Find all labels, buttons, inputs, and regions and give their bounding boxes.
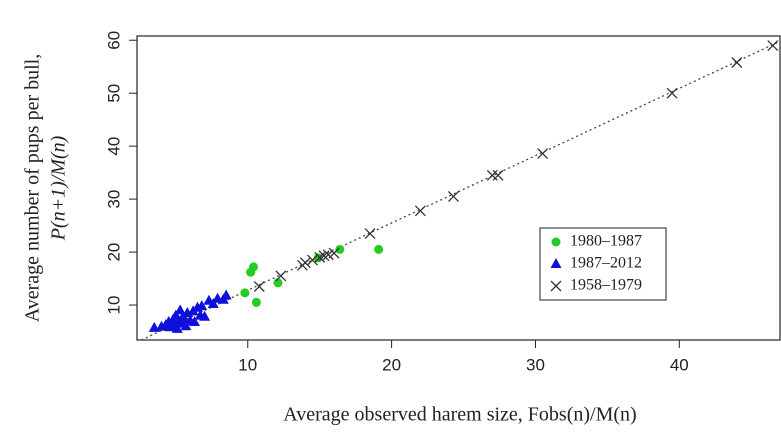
point [731, 57, 743, 68]
point [550, 280, 562, 292]
point [328, 247, 340, 259]
point [171, 322, 183, 333]
point [178, 313, 190, 324]
point [364, 228, 376, 240]
point [207, 297, 219, 308]
y-tick-label: 40 [104, 137, 123, 156]
point [251, 297, 261, 307]
point [335, 244, 345, 254]
legend-label: 1987–2012 [570, 255, 642, 272]
x-tick-label: 30 [526, 355, 545, 374]
y-tick-label: 50 [104, 84, 123, 103]
y-tick-label: 30 [104, 190, 123, 209]
point [537, 148, 549, 160]
point [164, 321, 176, 332]
point [196, 300, 208, 311]
point [189, 315, 201, 326]
point [551, 237, 561, 247]
point [448, 191, 459, 202]
point [299, 257, 311, 269]
y-axis-label: P(n+1)/M(n) [48, 135, 70, 241]
fit-line [141, 40, 781, 341]
point [307, 254, 318, 266]
legend-box [539, 227, 667, 301]
point [767, 40, 779, 51]
point [414, 205, 426, 217]
point [199, 310, 211, 321]
point [275, 270, 287, 282]
point [318, 250, 330, 262]
x-tick-label: 10 [238, 355, 257, 374]
plot-frame [136, 35, 781, 341]
y-tick-label: 60 [104, 31, 123, 50]
point [253, 281, 265, 292]
point [180, 320, 192, 331]
x-tick-label: 40 [670, 355, 689, 374]
point [486, 169, 498, 181]
y-tick-label: 10 [104, 296, 123, 315]
point [666, 87, 678, 99]
point [550, 258, 562, 268]
point [249, 262, 259, 272]
y-axis-label: Average number of pups per bull, [22, 54, 44, 322]
point [240, 288, 250, 298]
x-tick-label: 20 [382, 355, 401, 374]
x-axis-label: Average observed harem size, Fobs(n)/M(n… [283, 404, 636, 426]
y-tick-label: 20 [104, 243, 123, 262]
legend-label: 1980–1987 [570, 233, 642, 250]
point [374, 244, 384, 254]
point [492, 169, 504, 181]
point [220, 289, 232, 300]
legend-label: 1958–1979 [570, 277, 642, 294]
